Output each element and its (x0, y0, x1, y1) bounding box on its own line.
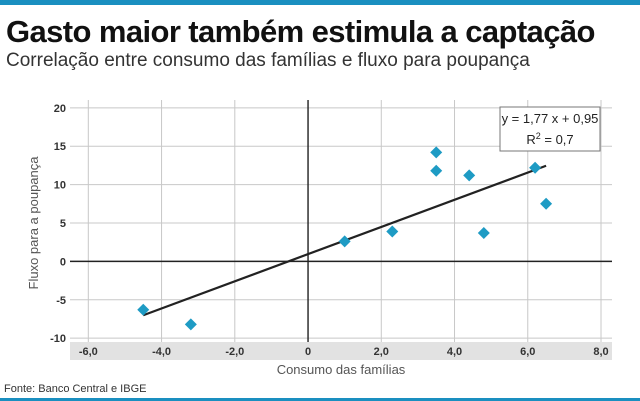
x-tick-label: 4,0 (447, 346, 462, 358)
data-point (529, 161, 542, 174)
top-accent-rule (0, 0, 640, 5)
x-tick-label: -4,0 (152, 346, 171, 358)
data-point (184, 318, 197, 331)
x-tick-labels: -6,0 -4,0 -2,0 0 2,0 4,0 6,0 8,0 (79, 346, 609, 358)
y-tick-label: 5 (60, 218, 66, 230)
y-tick-label: 0 (60, 256, 66, 268)
x-axis-band (70, 342, 612, 360)
x-tick-label: -2,0 (225, 346, 244, 358)
y-axis-label: Fluxo para a poupança (26, 156, 41, 290)
y-tick-label: 15 (54, 141, 66, 153)
data-point (430, 164, 443, 177)
chart-subtitle: Correlação entre consumo das famílias e … (6, 50, 530, 71)
x-tick-label: 8,0 (593, 346, 608, 358)
y-tick-labels: -10 -5 0 5 10 15 20 (50, 103, 66, 345)
r-squared-label: R2 = 0,7 (526, 131, 573, 147)
r2-value: = 0,7 (541, 132, 574, 147)
y-tick-label: 20 (54, 103, 66, 115)
trendline-equation: y = 1,77 x + 0,95 (502, 111, 599, 126)
source-note: Fonte: Banco Central e IBGE (4, 383, 147, 395)
data-point (338, 235, 351, 248)
grid-lines (70, 100, 612, 342)
data-point (137, 303, 150, 316)
x-axis-label: Consumo das famílias (277, 362, 406, 377)
data-points (137, 146, 553, 331)
x-tick-label: 2,0 (374, 346, 389, 358)
y-tick-label: -10 (50, 333, 66, 345)
data-point (540, 197, 553, 210)
y-tick-label: -5 (56, 295, 66, 307)
equation-box: y = 1,77 x + 0,95 R2 = 0,7 (499, 106, 601, 152)
x-tick-label: 6,0 (520, 346, 535, 358)
data-point (386, 225, 399, 238)
data-point (477, 226, 490, 239)
x-tick-label: -6,0 (79, 346, 98, 358)
y-tick-label: 10 (54, 180, 66, 192)
r2-superscript: 2 (536, 131, 541, 141)
data-point (463, 169, 476, 182)
bottom-accent-rule (0, 398, 640, 401)
x-tick-label: 0 (305, 346, 311, 358)
chart-title: Gasto maior também estimula a captação (6, 14, 595, 49)
r2-letter: R (526, 132, 535, 147)
data-point (430, 146, 443, 159)
